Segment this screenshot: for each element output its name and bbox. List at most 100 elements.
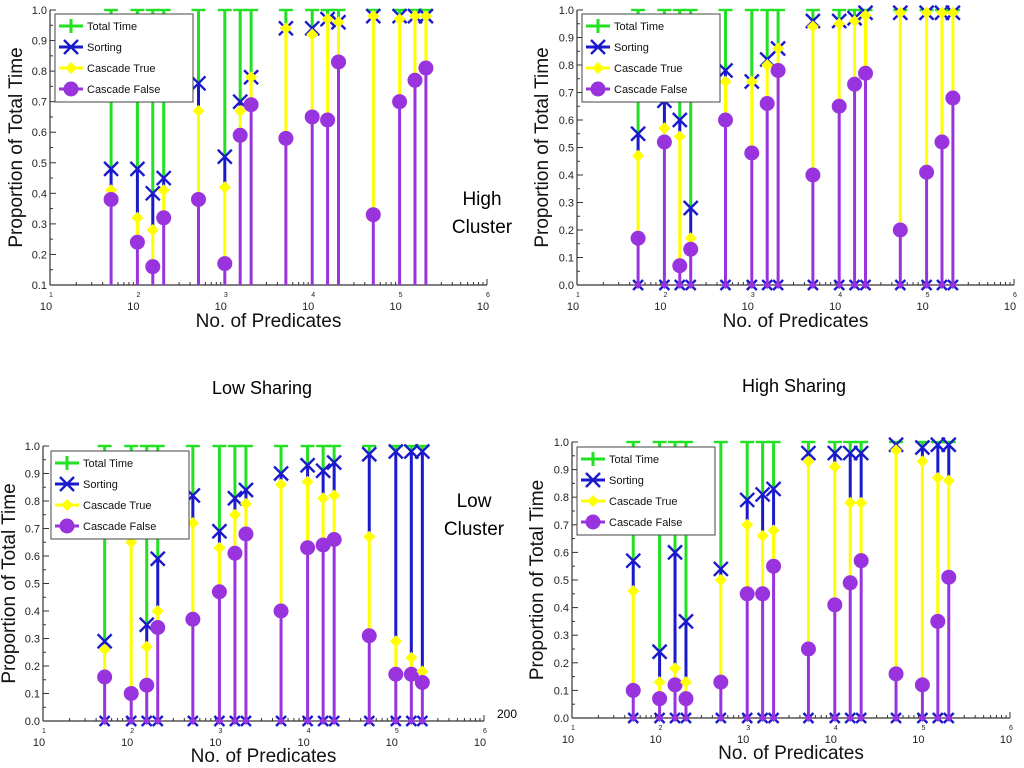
cascade-false-base-marker	[319, 717, 328, 725]
data-column	[842, 440, 859, 724]
cascade-false-base-marker	[944, 714, 953, 722]
cascade-true-marker	[245, 71, 258, 84]
sorting-marker	[304, 20, 321, 37]
circle-icon	[585, 514, 601, 530]
y-tick-label: 0.5	[559, 143, 574, 155]
cascade-false-marker	[331, 54, 347, 70]
data-column	[185, 444, 201, 727]
y-tick-label: 0.0	[554, 713, 569, 725]
y-tick-label: 0.2	[32, 249, 47, 261]
cascade-true-marker	[714, 574, 727, 586]
sorting-marker	[273, 465, 289, 482]
cascade-false-marker	[630, 230, 646, 246]
cascade-false-marker	[744, 145, 760, 161]
data-column	[826, 440, 843, 724]
cascade-true-marker	[844, 496, 857, 509]
sorting-marker	[625, 552, 642, 569]
legend-label: Cascade True	[614, 63, 682, 75]
cascade-true-marker	[275, 478, 288, 491]
diamond-icon	[61, 499, 73, 511]
x-tick-label-base: 10	[916, 301, 928, 313]
legend-item: Total Time	[55, 456, 133, 470]
sorting-marker	[800, 445, 817, 461]
x-tick-label-base: 10	[562, 734, 574, 746]
legend-item: Sorting	[581, 472, 644, 488]
x-tick-label-base: 10	[386, 737, 398, 749]
cascade-true-marker	[408, 10, 421, 23]
x-axis-title: No. of Predicates	[191, 746, 337, 767]
x-mark-icon	[590, 39, 606, 55]
data-column	[319, 8, 336, 285]
sorting-marker	[155, 170, 172, 186]
legend-label: Cascade False	[87, 84, 160, 96]
data-column	[418, 8, 434, 285]
cascade-true-marker	[218, 181, 231, 194]
x-tick-label-base: 10	[389, 301, 401, 313]
y-tick-label: 0.4	[554, 603, 569, 615]
data-column	[743, 8, 760, 291]
sorting-marker	[129, 161, 146, 177]
data-column	[304, 8, 321, 285]
cascade-true-marker	[419, 10, 432, 23]
x-tick-label-base: 10	[474, 737, 486, 749]
data-column	[770, 8, 786, 291]
cascade-false-marker	[243, 97, 259, 113]
sorting-marker	[387, 443, 404, 460]
data-column	[330, 8, 347, 285]
y-tick-label: 0.9	[25, 469, 40, 481]
legend-item: Total Time	[59, 19, 137, 33]
y-tick-label: 0.2	[559, 225, 574, 237]
data-column	[211, 444, 228, 727]
cascade-true-marker	[916, 455, 929, 468]
data-column	[918, 4, 935, 291]
x-tick-label-base: 10	[33, 737, 45, 749]
x-tick-label-exponent: 1	[571, 725, 575, 732]
cascade-false-base-marker	[808, 281, 817, 289]
cascade-true-marker	[131, 211, 144, 224]
y-tick-label: 0.0	[25, 716, 40, 728]
data-column	[805, 8, 821, 291]
cascade-false-base-marker	[629, 714, 638, 722]
data-column	[278, 8, 294, 285]
legend-label: Cascade False	[83, 521, 156, 533]
cascade-false-marker	[238, 526, 254, 542]
x-tick-label-exponent: 4	[307, 728, 311, 735]
cascade-false-marker	[300, 540, 316, 556]
cascade-false-marker	[930, 613, 946, 629]
cascade-false-marker	[717, 112, 733, 128]
legend-item: Sorting	[55, 476, 118, 492]
cascade-false-marker	[185, 611, 201, 627]
cascade-false-base-marker	[407, 717, 416, 725]
legend-item: Cascade True	[586, 62, 682, 75]
cascade-false-base-marker	[747, 281, 756, 289]
cascade-true-marker	[146, 224, 159, 236]
y-tick-label: 0.8	[32, 66, 47, 78]
y-tick-label: 1.0	[25, 441, 40, 453]
cascade-false-base-marker	[215, 717, 224, 725]
data-column	[934, 4, 950, 291]
legend-item: Total Time	[581, 452, 659, 466]
cascade-false-base-marker	[660, 281, 669, 289]
cascade-false-marker	[739, 586, 755, 602]
data-column	[739, 440, 756, 724]
cascade-false-marker	[672, 258, 688, 274]
cascade-false-marker	[656, 134, 672, 150]
cascade-false-base-marker	[303, 717, 312, 725]
cascade-false-base-marker	[655, 714, 664, 722]
y-tick-label: 0.9	[554, 465, 569, 477]
cascade-true-marker	[317, 492, 330, 505]
x-tick-label-exponent: 2	[663, 292, 667, 299]
data-column	[273, 444, 289, 727]
x-tick-label-exponent: 5	[926, 292, 930, 299]
sorting-marker	[712, 561, 729, 577]
cascade-false-base-marker	[937, 281, 946, 289]
high-cluster-label-line2: Cluster	[452, 217, 513, 238]
data-column	[765, 440, 782, 724]
x-tick-label-exponent: 4	[311, 292, 315, 299]
cascade-false-marker	[139, 677, 155, 693]
y-tick-label: 0.8	[554, 492, 569, 504]
cascade-true-marker	[719, 75, 732, 88]
y-tick-label: 0.9	[32, 36, 47, 48]
cascade-false-marker	[407, 72, 423, 88]
y-tick-label: 0.5	[32, 158, 47, 170]
